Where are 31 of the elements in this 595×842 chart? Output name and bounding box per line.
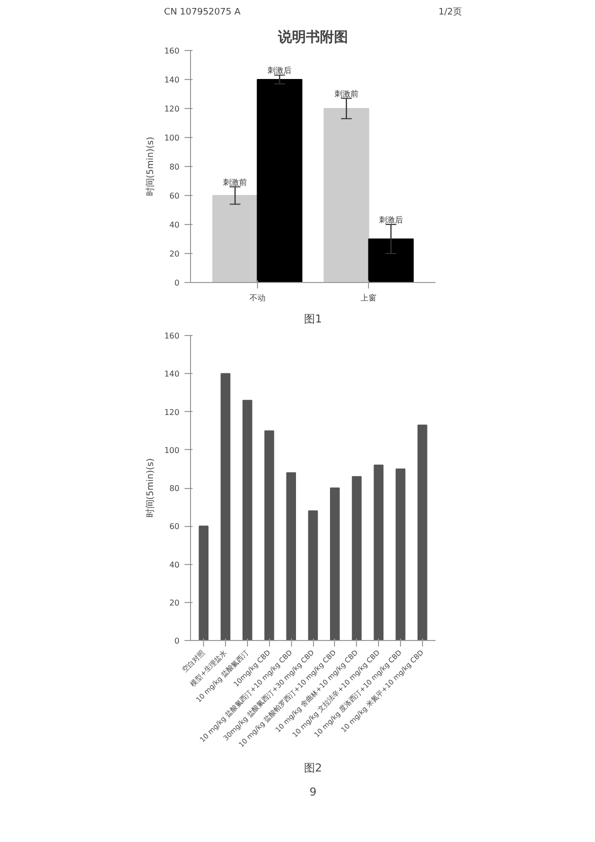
y-tick-label: 80	[169, 162, 180, 172]
text: CN 107952075 A 1/2页	[164, 8, 462, 18]
y-tick-label: 40	[169, 560, 180, 570]
y-tick-label: 40	[169, 220, 180, 230]
y-tick-label: 20	[169, 598, 180, 608]
x-tick-label: 不动	[249, 294, 266, 302]
y-tick-label: 160	[164, 332, 180, 340]
y-tick-label: 120	[164, 408, 180, 417]
y-tick-label: 100	[164, 134, 180, 142]
caption: 图2	[304, 762, 322, 774]
text: 刺激前	[334, 89, 358, 98]
y-tick-label: 60	[169, 522, 180, 532]
y-tick-label: 60	[169, 192, 180, 200]
y-tick-label: 140	[164, 76, 180, 84]
y-tick-label: 160	[164, 46, 180, 56]
y-axis-title: 时间(5min)(s)	[145, 458, 156, 518]
y-tick-label: 0	[174, 278, 180, 288]
text: 刺激后	[378, 216, 403, 224]
y-tick-label: 100	[164, 446, 180, 455]
series-label: 刺激后	[268, 66, 292, 76]
y-tick-label: 80	[169, 484, 180, 493]
y-axis-title: 时间(5min)(s)	[145, 136, 156, 196]
caption: 图1	[304, 312, 322, 326]
y-tick-label: 0	[174, 636, 180, 646]
chart-title: 说明书附图	[277, 30, 348, 46]
x-tick-label: 上窗	[360, 294, 377, 302]
text: 9	[310, 786, 316, 798]
series-label: 刺激前	[223, 178, 248, 187]
y-tick-label: 140	[164, 370, 180, 379]
y-tick-label: 120	[164, 104, 180, 114]
y-tick-label: 20	[169, 250, 180, 258]
